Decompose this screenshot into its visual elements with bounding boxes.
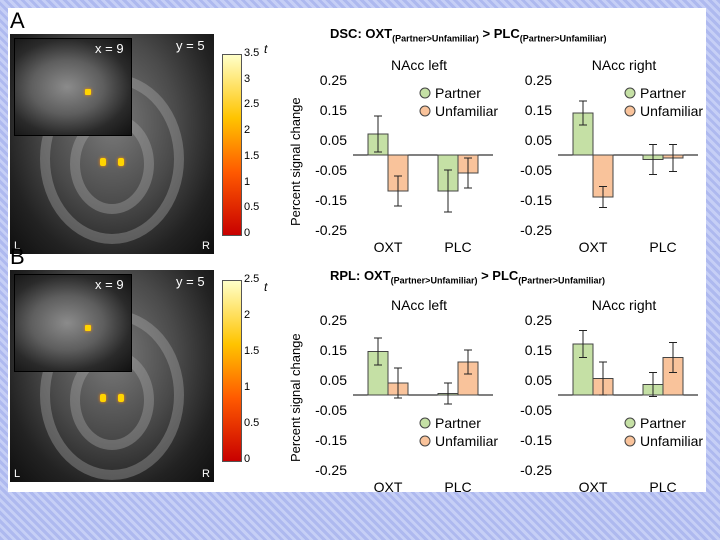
panel-letter-a: A xyxy=(10,8,25,33)
y-tick-label: -0.25 xyxy=(520,462,552,478)
chart-title: NAcc left xyxy=(391,57,447,73)
label-left: L xyxy=(14,240,21,252)
x-tick-label: OXT xyxy=(579,239,608,255)
y-tick-label: 0.15 xyxy=(525,102,552,118)
y-tick-label: 0.15 xyxy=(320,102,347,118)
colorbar-tick: 2 xyxy=(244,309,251,321)
colorbar-b xyxy=(222,280,242,462)
x-tick-label: PLC xyxy=(649,479,676,495)
chart-title: NAcc right xyxy=(592,297,657,313)
colorbar-label-a: t xyxy=(264,42,268,56)
y-tick-label: -0.05 xyxy=(520,402,552,418)
colorbar-a xyxy=(222,54,242,236)
legend-label-partner: Partner xyxy=(640,415,686,431)
y-tick-label: -0.25 xyxy=(315,462,347,478)
colorbar-tick: 2 xyxy=(244,124,251,137)
y-tick-label: -0.15 xyxy=(315,432,347,448)
panel-letter-b: B xyxy=(10,244,25,269)
colorbar-tick: 0.5 xyxy=(244,417,260,429)
colorbar-tick: 1 xyxy=(244,381,251,393)
x-tick-label: PLC xyxy=(649,239,676,255)
y-tick-label: -0.15 xyxy=(315,192,347,208)
y-tick-label: -0.05 xyxy=(315,402,347,418)
y-tick-label: -0.05 xyxy=(520,162,552,178)
y-tick-label: 0.25 xyxy=(525,312,552,328)
colorbar-tick: 2.5 xyxy=(244,273,260,285)
panel-title-a: DSC: OXT(Partner>Unfamiliar) > PLC(Partn… xyxy=(330,26,607,44)
legend-marker-unfamiliar xyxy=(419,435,431,447)
activation-blob-right xyxy=(118,158,124,166)
x-tick-label: PLC xyxy=(444,239,471,255)
label-right: R xyxy=(202,240,210,252)
legend-marker-partner xyxy=(419,87,431,99)
colorbar-tick: 1 xyxy=(244,175,251,188)
colorbar-label-b: t xyxy=(264,280,268,294)
brain-sagittal-inset-b: x = 9 xyxy=(14,274,132,372)
bar-chart-a-nacc-right: NAcc right 0.25 0.15 0.05 -0.05 -0.15 -0.25 OXT… xyxy=(520,57,703,255)
colorbar-tick: 3 xyxy=(244,72,251,85)
brain-sagittal-inset-a: x = 9 xyxy=(14,38,132,136)
y-tick-label: 0.05 xyxy=(320,132,347,148)
x-tick-label: OXT xyxy=(579,479,608,495)
chart-title: NAcc left xyxy=(391,297,447,313)
legend-label-partner: Partner xyxy=(435,415,481,431)
y-tick-label: 0.25 xyxy=(525,72,552,88)
y-tick-label: -0.25 xyxy=(315,222,347,238)
legend-marker-unfamiliar xyxy=(419,105,431,117)
colorbar-tick: 0 xyxy=(244,227,251,239)
activation-blob-left xyxy=(100,158,106,166)
y-coordinate: y = 5 xyxy=(176,38,205,53)
y-tick-label: 0.25 xyxy=(320,72,347,88)
y-coordinate: y = 5 xyxy=(176,274,205,289)
y-tick-label: 0.05 xyxy=(525,372,552,388)
legend-label-partner: Partner xyxy=(640,85,686,101)
legend-label-unfamiliar: Unfamiliar xyxy=(640,433,703,449)
x-tick-label: OXT xyxy=(374,239,403,255)
y-tick-label: 0.05 xyxy=(525,132,552,148)
y-tick-label: 0.15 xyxy=(525,342,552,358)
colorbar-tick: 1.5 xyxy=(244,345,260,357)
legend-marker-partner xyxy=(624,417,636,429)
x-tick-label: PLC xyxy=(444,479,471,495)
legend-label-unfamiliar: Unfamiliar xyxy=(640,103,703,119)
activation-blob-left xyxy=(100,394,106,402)
brain-coronal-b: L R y = 5 x = 9 xyxy=(10,270,214,482)
legend-label-unfamiliar: Unfamiliar xyxy=(435,103,498,119)
legend-marker-unfamiliar xyxy=(624,435,636,447)
activation-blob-right xyxy=(118,394,124,402)
colorbar-tick: 0 xyxy=(244,453,251,465)
legend-label-partner: Partner xyxy=(435,85,481,101)
y-tick-label: 0.05 xyxy=(320,372,347,388)
y-tick-label: -0.25 xyxy=(520,222,552,238)
bar-chart-b-nacc-right: NAcc right 0.25 0.15 0.05 -0.05 -0.15 -0.25 OXT… xyxy=(520,297,703,495)
x-coordinate: x = 9 xyxy=(95,277,124,292)
y-tick-label: -0.05 xyxy=(315,162,347,178)
x-coordinate: x = 9 xyxy=(95,41,124,56)
colorbar-tick: 2.5 xyxy=(244,98,260,111)
legend-marker-partner xyxy=(419,417,431,429)
y-tick-label: 0.25 xyxy=(320,312,347,328)
legend-label-unfamiliar: Unfamiliar xyxy=(435,433,498,449)
panel-title-b: RPL: OXT(Partner>Unfamiliar) > PLC(Partn… xyxy=(330,268,606,286)
y-tick-label: -0.15 xyxy=(520,192,552,208)
colorbar-tick: 0.5 xyxy=(244,201,260,214)
bar-chart-a-nacc-left: NAcc left 0.25 0.15 0.05 -0.05 -0.15 -0.25 OXT P… xyxy=(315,57,498,255)
x-tick-label: OXT xyxy=(374,479,403,495)
y-tick-label: 0.15 xyxy=(320,342,347,358)
chart-title: NAcc right xyxy=(592,57,657,73)
colorbar-tick: 1.5 xyxy=(244,149,260,162)
y-tick-label: -0.15 xyxy=(520,432,552,448)
bar-chart-b-nacc-left: NAcc left 0.25 0.15 0.05 -0.05 -0.15 -0.25 OXT P… xyxy=(315,297,498,495)
label-left: L xyxy=(14,468,21,480)
label-right: R xyxy=(202,468,210,480)
colorbar-tick: 3.5 xyxy=(244,47,260,59)
legend-marker-partner xyxy=(624,87,636,99)
figure: A L R y = 5 x = 9 t 3.5 3 2.5 2 1.5 1 0.5 0 Per… xyxy=(8,8,706,495)
brain-coronal-a: L R y = 5 x = 9 xyxy=(10,34,214,254)
legend-marker-unfamiliar xyxy=(624,105,636,117)
